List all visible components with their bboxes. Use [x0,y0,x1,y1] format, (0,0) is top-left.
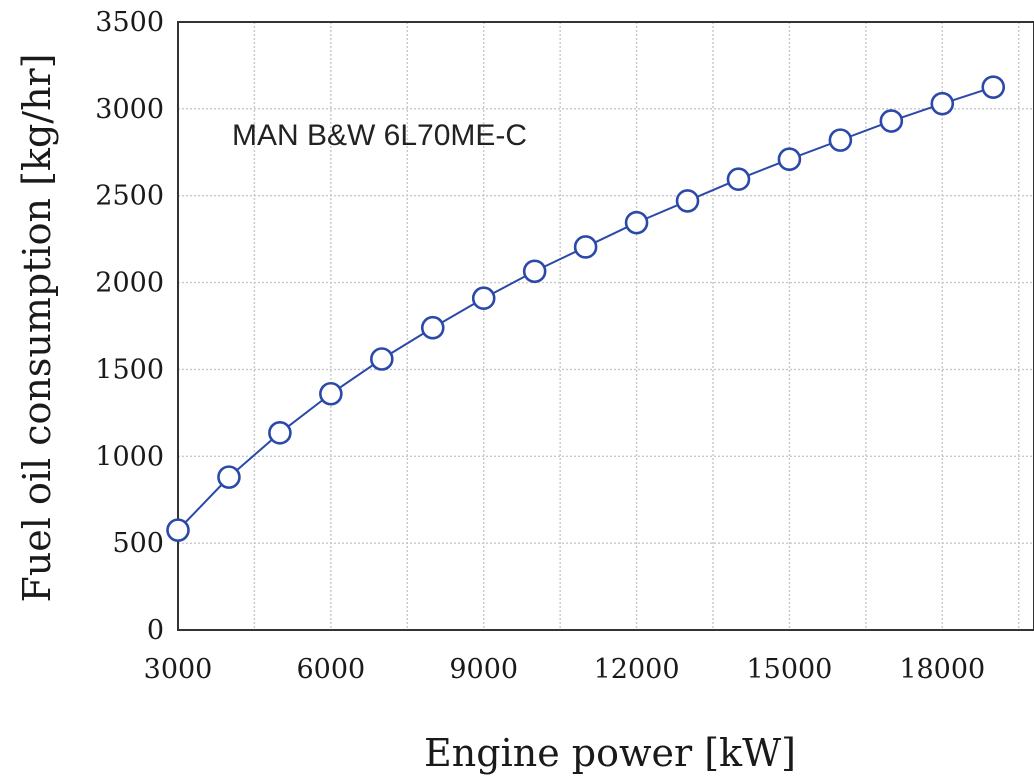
data-point [777,147,802,172]
y-tick-label: 1500 [95,354,164,385]
data-point [420,315,445,340]
y-tick-label: 3000 [95,94,164,125]
plot-frame [177,21,1034,631]
series-line [177,86,994,531]
data-point [166,518,190,542]
x-tick-label: 18000 [899,654,985,685]
data-point [828,128,853,152]
engine-model-annotation: MAN B&W 6L70ME-C [232,119,527,152]
y-tick-label: 2000 [95,268,164,299]
data-point [930,91,955,116]
y-tick-label: 2500 [95,181,164,212]
data-point [675,189,700,213]
data-point [573,235,598,259]
data-point [879,109,904,133]
data-point [726,167,751,192]
y-tick-label: 0 [147,615,164,646]
y-tick-label: 1000 [95,441,164,472]
data-point [471,286,496,311]
x-tick-label: 9000 [449,654,518,685]
x-axis-title: Engine power [kW] [424,731,796,775]
x-axis-ticks: 3000 6000 9000 12000 15000 18000 [144,654,986,685]
data-point [522,259,547,284]
x-tick-label: 15000 [746,654,832,685]
x-tick-label: 12000 [594,654,680,685]
data-point [981,75,1006,99]
y-tick-label: 3500 [95,7,164,38]
data-point [624,210,649,235]
data-point [217,465,241,489]
data-points [166,75,1006,542]
grid [178,22,1034,630]
y-tick-label: 500 [112,528,164,559]
x-tick-label: 3000 [144,654,213,685]
data-point [319,381,343,406]
y-axis-ticks: 0 500 1000 1500 2000 2500 3000 3500 [95,7,164,646]
y-axis-title: Fuel oil consumption [kg/hr] [15,53,59,602]
data-point [370,347,394,371]
x-tick-label: 6000 [296,654,365,685]
data-point [268,421,292,445]
